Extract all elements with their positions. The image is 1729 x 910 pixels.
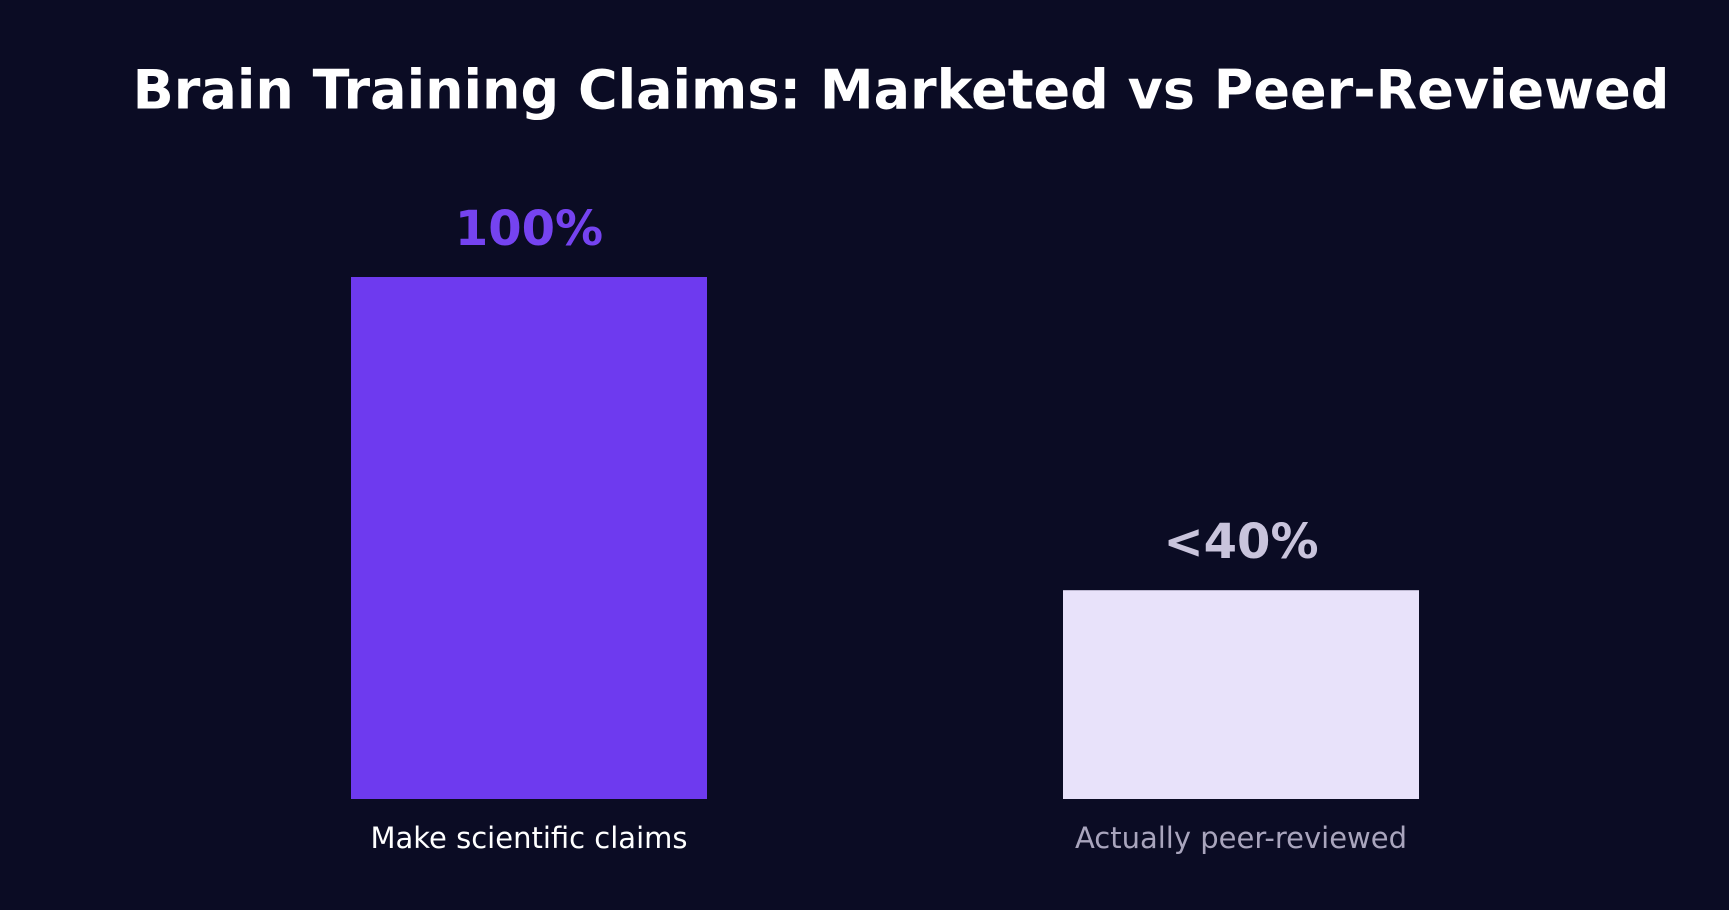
chart-title: Brain Training Claims: Marketed vs Peer-… — [133, 59, 1670, 122]
category-label: Make scientific claims — [371, 821, 688, 855]
bar — [351, 277, 707, 799]
category-label: Actually peer-reviewed — [1075, 821, 1407, 855]
value-label: 100% — [455, 201, 603, 257]
value-label: <40% — [1163, 514, 1318, 570]
bar — [1063, 590, 1419, 799]
